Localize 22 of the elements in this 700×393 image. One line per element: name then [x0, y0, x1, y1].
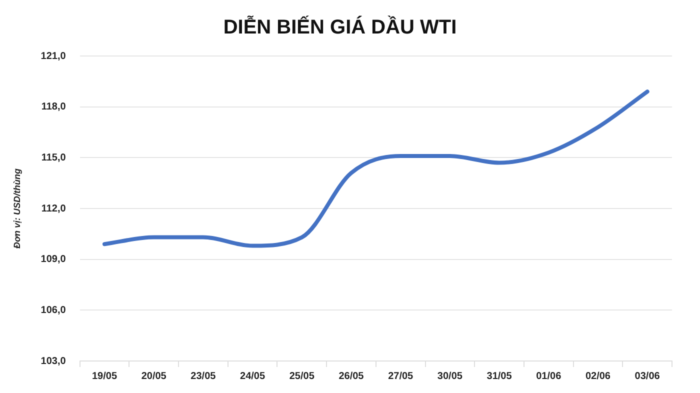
- y-axis-title: Đơn vị: USD/thùng: [12, 168, 22, 249]
- y-tick-label: 103,0: [40, 356, 66, 367]
- x-tick-label: 03/06: [634, 370, 660, 382]
- x-tick-label: 26/05: [338, 370, 364, 382]
- x-tick-label: 01/06: [536, 370, 562, 382]
- line-series: [102, 90, 650, 248]
- chart-title: DIỄN BIẾN GIÁ DẦU WTI: [223, 16, 457, 39]
- x-tick-label: 24/05: [240, 370, 266, 382]
- y-tick-label: 106,0: [40, 304, 66, 316]
- y-tick-label: 115,0: [41, 152, 66, 164]
- x-tick-label: 02/06: [585, 370, 611, 382]
- y-tick-label: 112,0: [41, 203, 66, 214]
- x-tick-label: 20/05: [141, 370, 167, 382]
- x-tick-label: 30/05: [437, 370, 463, 382]
- x-tick-label: 27/05: [388, 370, 414, 382]
- x-tick-label: 19/05: [92, 370, 118, 382]
- y-tick-label: 118,0: [41, 102, 66, 113]
- y-tick-label: 121,0: [40, 50, 66, 62]
- y-tick-label: 109,0: [40, 254, 66, 266]
- x-tick-label: 25/05: [289, 370, 315, 382]
- x-tick-label: 23/05: [190, 370, 216, 382]
- x-tick-label: 31/05: [486, 370, 512, 382]
